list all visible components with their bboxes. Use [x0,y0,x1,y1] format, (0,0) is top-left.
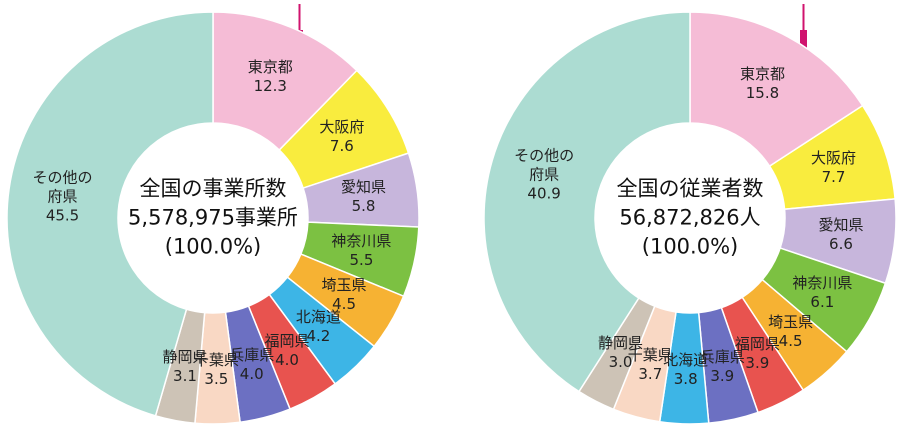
category-name: 神奈川県 [331,231,392,250]
value-label: 6.6 [829,235,853,254]
slice-label: 北海道 4.2 [296,308,341,346]
category-name: 東京都 [739,65,785,84]
slice-label: 静岡県 3.1 [162,348,207,386]
center-hole [595,123,785,313]
value-label: 3.8 [673,369,698,388]
category-name: 千葉県 [193,350,239,369]
category-name: 兵庫県 [229,345,275,364]
category-name: 福岡県 [264,331,310,350]
slice-label: 福岡県 3.9 [735,335,780,373]
value-label: 40.9 [527,184,561,203]
center-text: 全国の従業者数 56,872,826人 (100.0%) [617,175,764,262]
category-name: その他の府県 [514,146,575,184]
category-name: 千葉県 [627,345,673,364]
category-name: 静岡県 [162,348,208,367]
category-name: 大阪府 [319,118,365,137]
slice-label: 埼玉県 4.5 [768,313,813,351]
center-line: 全国の従業者数 [616,176,764,201]
value-label: 15.8 [745,84,780,103]
center-line: (100.0%) [164,234,262,259]
category-name: 静岡県 [597,334,644,353]
category-name: 埼玉県 [321,275,367,294]
center-line: 56,872,826人 [619,205,761,230]
value-label: 7.7 [821,168,846,187]
slice-label: 静岡県 3.0 [598,334,643,372]
value-label: 4.5 [332,294,356,313]
value-label: 3.9 [710,366,735,385]
category-name: 東京都 [247,58,293,77]
value-label: 5.8 [351,197,376,216]
slice-label: 大阪府 7.7 [811,149,856,187]
slice-label: 大阪府 7.6 [319,118,364,156]
center-line: 5,578,975事業所 [128,205,298,230]
slice-label: 千葉県 3.7 [628,346,673,384]
slice-label: 神奈川県 6.1 [792,274,852,312]
slice [6,11,214,417]
value-label: 3.1 [173,367,197,386]
category-name: 大阪府 [811,149,857,168]
slice-label: 愛知県 6.6 [818,216,863,254]
slice-label: 埼玉県 4.5 [322,276,367,314]
value-label: 7.6 [329,137,354,156]
value-label: 3.5 [204,369,229,388]
value-label: 3.9 [745,354,770,373]
value-label: 4.0 [275,350,299,369]
value-label: 4.2 [306,327,331,346]
center-hole [118,123,308,313]
value-label: 3.0 [608,353,633,372]
slice-label: その他の府県 45.5 [30,168,95,225]
slice [689,11,864,168]
slice-label: 神奈川県 5.5 [331,232,391,270]
center-line: (100.0%) [641,234,739,259]
value-label: 45.5 [45,206,80,225]
category-name: 北海道 [295,308,341,327]
category-name: 埼玉県 [768,312,814,331]
value-label: 3.7 [638,364,663,383]
slice-label: 福岡県 4.0 [265,332,310,370]
center-text: 全国の事業所数 5,578,975事業所 (100.0%) [128,175,298,262]
slice-label: 兵庫県 3.9 [700,348,745,386]
slice-label: 愛知県 5.8 [341,178,386,216]
category-name: 北海道 [663,350,709,369]
category-name: 愛知県 [341,178,387,197]
value-label: 4.5 [778,331,803,350]
slice-label: 東京都 12.3 [248,58,293,96]
category-name: 兵庫県 [699,347,745,366]
value-label: 4.0 [239,364,264,383]
value-label: 5.5 [349,250,374,269]
category-name: 愛知県 [818,216,864,235]
category-name: その他の府県 [32,168,93,206]
slice-label: その他の府県 40.9 [512,147,577,204]
category-name: 神奈川県 [792,273,853,292]
value-label: 6.1 [810,292,835,311]
center-line: 全国の事業所数 [139,176,287,201]
slice-label: 千葉県 3.5 [194,351,239,389]
value-label: 12.3 [253,77,287,96]
slice-label: 兵庫県 4.0 [229,346,274,384]
slice-label: 北海道 3.8 [663,351,708,389]
category-name: 福岡県 [734,335,780,354]
slice-label: 東京都 15.8 [740,65,785,103]
